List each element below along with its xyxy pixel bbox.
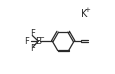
Text: B: B [35, 37, 41, 46]
Text: F: F [30, 44, 34, 53]
Text: +: + [83, 7, 89, 13]
Text: K: K [80, 9, 86, 19]
Text: F: F [30, 29, 34, 38]
Text: −: − [38, 35, 44, 41]
Text: F: F [24, 37, 29, 46]
